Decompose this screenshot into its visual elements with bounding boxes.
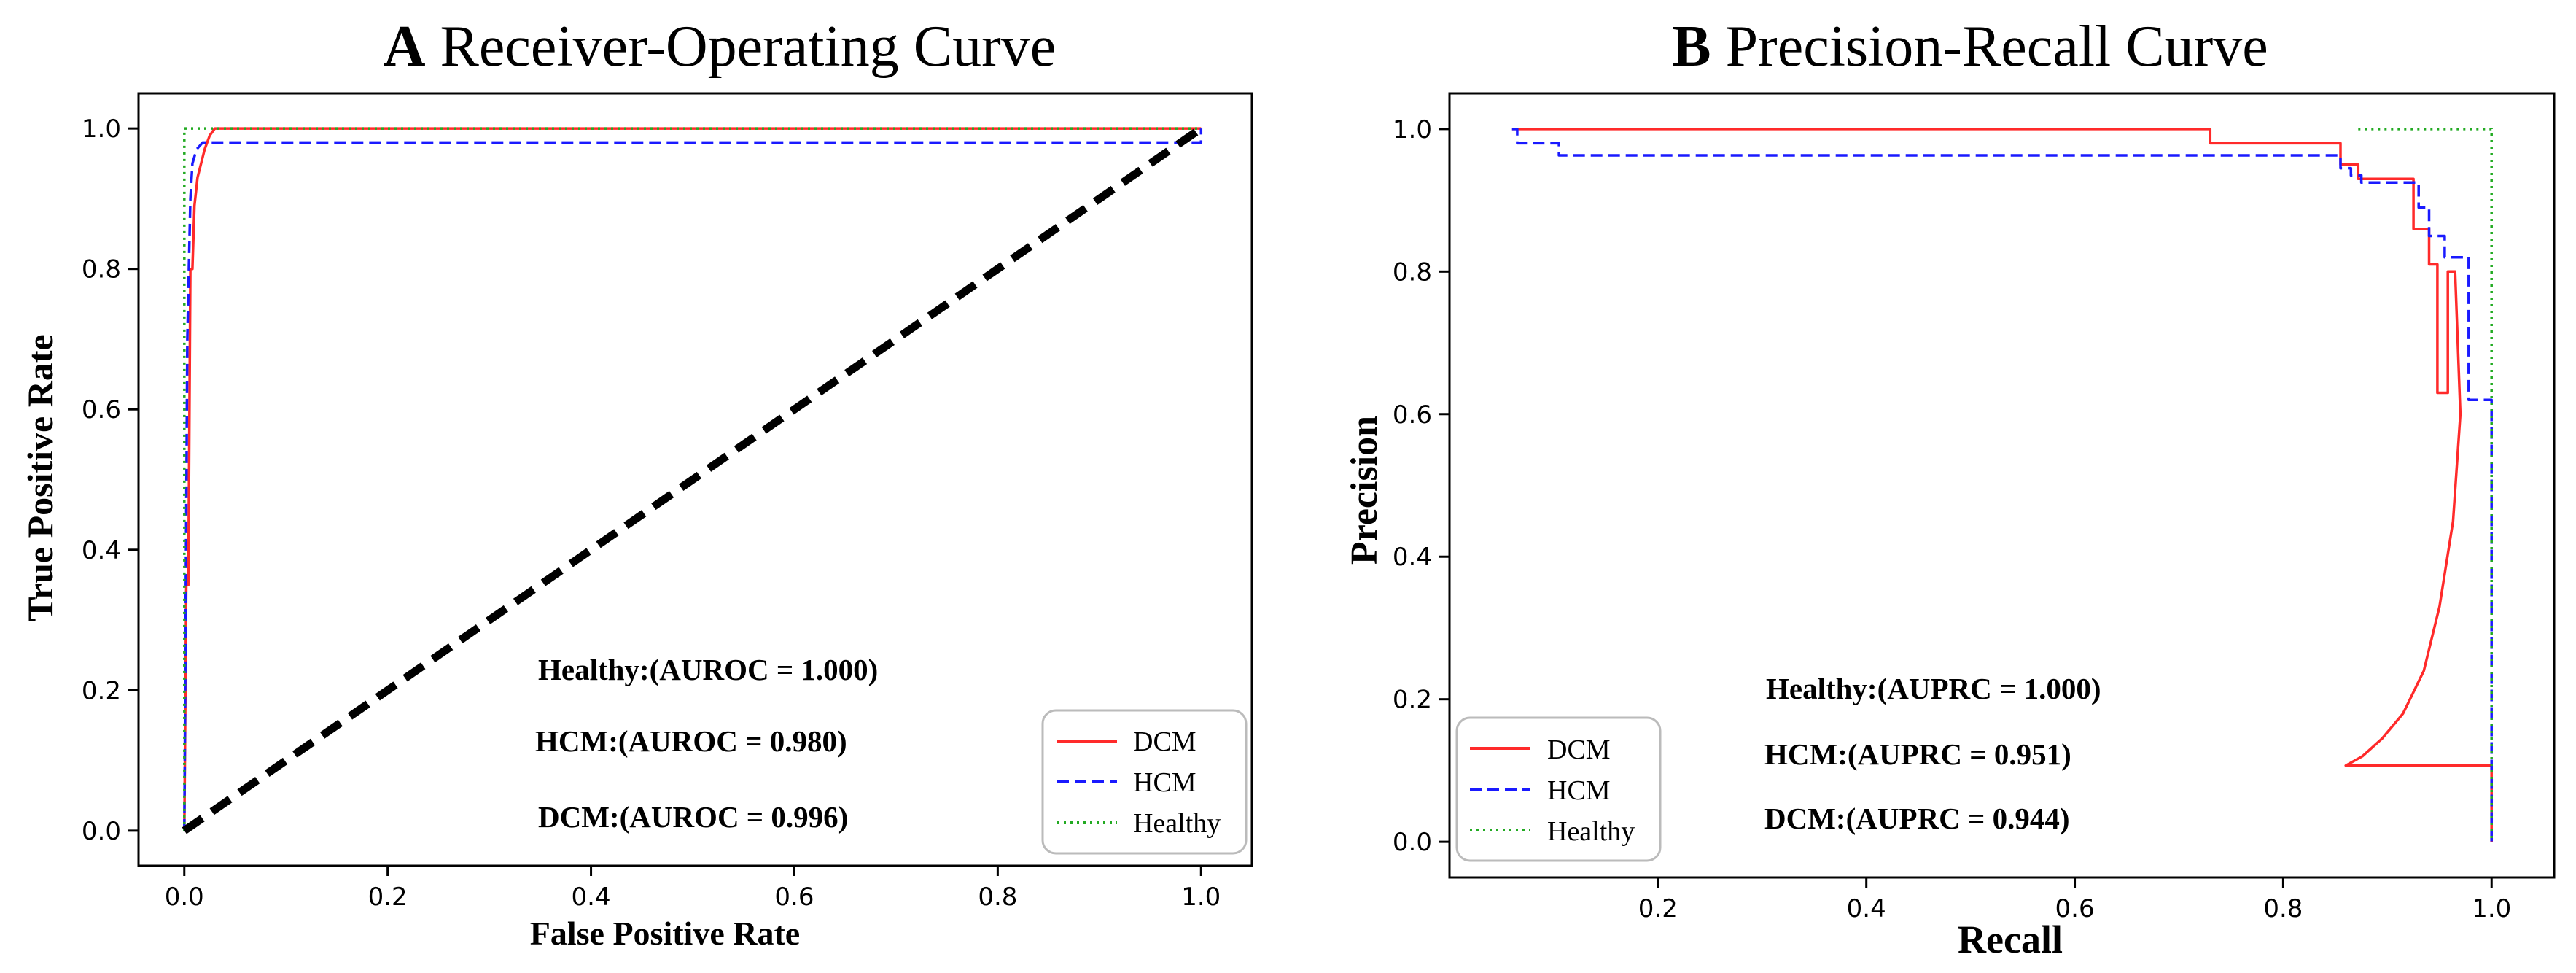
roc-ytick-label: 0.8 — [82, 255, 121, 284]
pr-legend-hcm-label: HCM — [1547, 775, 1611, 806]
roc-legend-dcm-label: DCM — [1133, 726, 1196, 757]
roc-ytick-label: 0.2 — [82, 676, 121, 705]
roc-series-chance — [182, 125, 1204, 834]
roc-annotation-dcm: DCM:(AUROC = 0.996) — [538, 800, 848, 834]
roc-series-healthy — [183, 127, 1202, 831]
roc-xtick-label: 0.2 — [368, 883, 408, 912]
roc-ytick-label: 0.4 — [82, 536, 121, 565]
pr-axes-frame — [1448, 92, 2556, 879]
roc-ticks: 0.0 0.2 0.4 0.6 0.8 1.0 0.0 0.2 0.4 0.6 0.8 1.0 — [82, 115, 1221, 912]
pr-legend: DCM HCM Healthy — [1455, 716, 1662, 862]
pr-plot-area — [1511, 128, 2493, 842]
roc-xtick-label: 0.8 — [978, 883, 1017, 912]
roc-ytick-label: 0.6 — [82, 395, 121, 425]
pr-legend-dcm-label: DCM — [1547, 734, 1611, 765]
pr-title: B Precision-Recall Curve — [1672, 15, 2268, 79]
roc-legend: DCM HCM Healthy — [1041, 709, 1248, 855]
pr-annotation-hcm: HCM:(AUPRC = 0.951) — [1764, 737, 2071, 771]
pr-xtick-label: 1.0 — [2472, 894, 2511, 923]
roc-legend-box — [1041, 709, 1248, 855]
roc-annotation-healthy: Healthy:(AUROC = 1.000) — [538, 653, 878, 686]
pr-series-healthy — [2358, 128, 2493, 842]
pr-ytick-label: 0.6 — [1393, 400, 1432, 430]
roc-xtick-label: 0.6 — [774, 883, 814, 912]
roc-xtick-label: 1.0 — [1181, 883, 1221, 912]
roc-legend-healthy-label: Healthy — [1133, 808, 1221, 839]
pr-xtick-label: 0.2 — [1638, 894, 1678, 923]
pr-annotation-dcm: DCM:(AUPRC = 0.944) — [1764, 802, 2069, 835]
roc-annotation-hcm: HCM:(AUROC = 0.980) — [535, 724, 847, 758]
roc-series-dcm — [183, 127, 1202, 831]
pr-ytick-label: 0.4 — [1393, 543, 1432, 572]
roc-title: A Receiver-Operating Curve — [384, 15, 1056, 79]
roc-xtick-label: 0.0 — [165, 883, 204, 912]
pr-legend-healthy-label: Healthy — [1547, 816, 1635, 847]
roc-series-hcm — [183, 128, 1203, 831]
pr-ytick-label: 0.0 — [1393, 828, 1432, 857]
pr-ytick-label: 0.2 — [1393, 686, 1432, 715]
roc-ytick-label: 1.0 — [82, 115, 121, 144]
roc-axes-frame — [137, 92, 1253, 867]
pr-ylabel: Precision — [1344, 416, 1385, 565]
roc-legend-hcm-label: HCM — [1133, 767, 1196, 798]
roc-xtick-label: 0.4 — [572, 883, 611, 912]
pr-xlabel: Recall — [1958, 918, 2063, 961]
pr-annotation-healthy: Healthy:(AUPRC = 1.000) — [1766, 672, 2101, 705]
pr-ticks: 0.2 0.4 0.6 0.8 1.0 0.0 0.2 0.4 0.6 0.8 1.0 — [1393, 115, 2511, 923]
roc-ytick-label: 0.0 — [82, 817, 121, 846]
pr-xtick-label: 0.4 — [1847, 894, 1886, 923]
pr-xtick-label: 0.6 — [2055, 894, 2095, 923]
roc-plot-area — [182, 125, 1204, 834]
pr-ytick-label: 0.8 — [1393, 257, 1432, 287]
pr-legend-box — [1455, 716, 1662, 862]
roc-xlabel: False Positive Rate — [530, 915, 800, 952]
pr-xtick-label: 0.8 — [2263, 894, 2303, 923]
pr-ytick-label: 1.0 — [1393, 115, 1432, 144]
pr-series-dcm — [1511, 128, 2493, 842]
pr-series-hcm — [1511, 128, 2493, 842]
pr-panel: B Precision-Recall Curve 0.2 0.4 0.6 0.8 1.0… — [1344, 15, 2556, 961]
roc-ylabel: True Positive Rate — [20, 334, 61, 621]
roc-panel: A Receiver-Operating Curve 0.0 0.2 0.4 0.6 0… — [20, 15, 1253, 952]
